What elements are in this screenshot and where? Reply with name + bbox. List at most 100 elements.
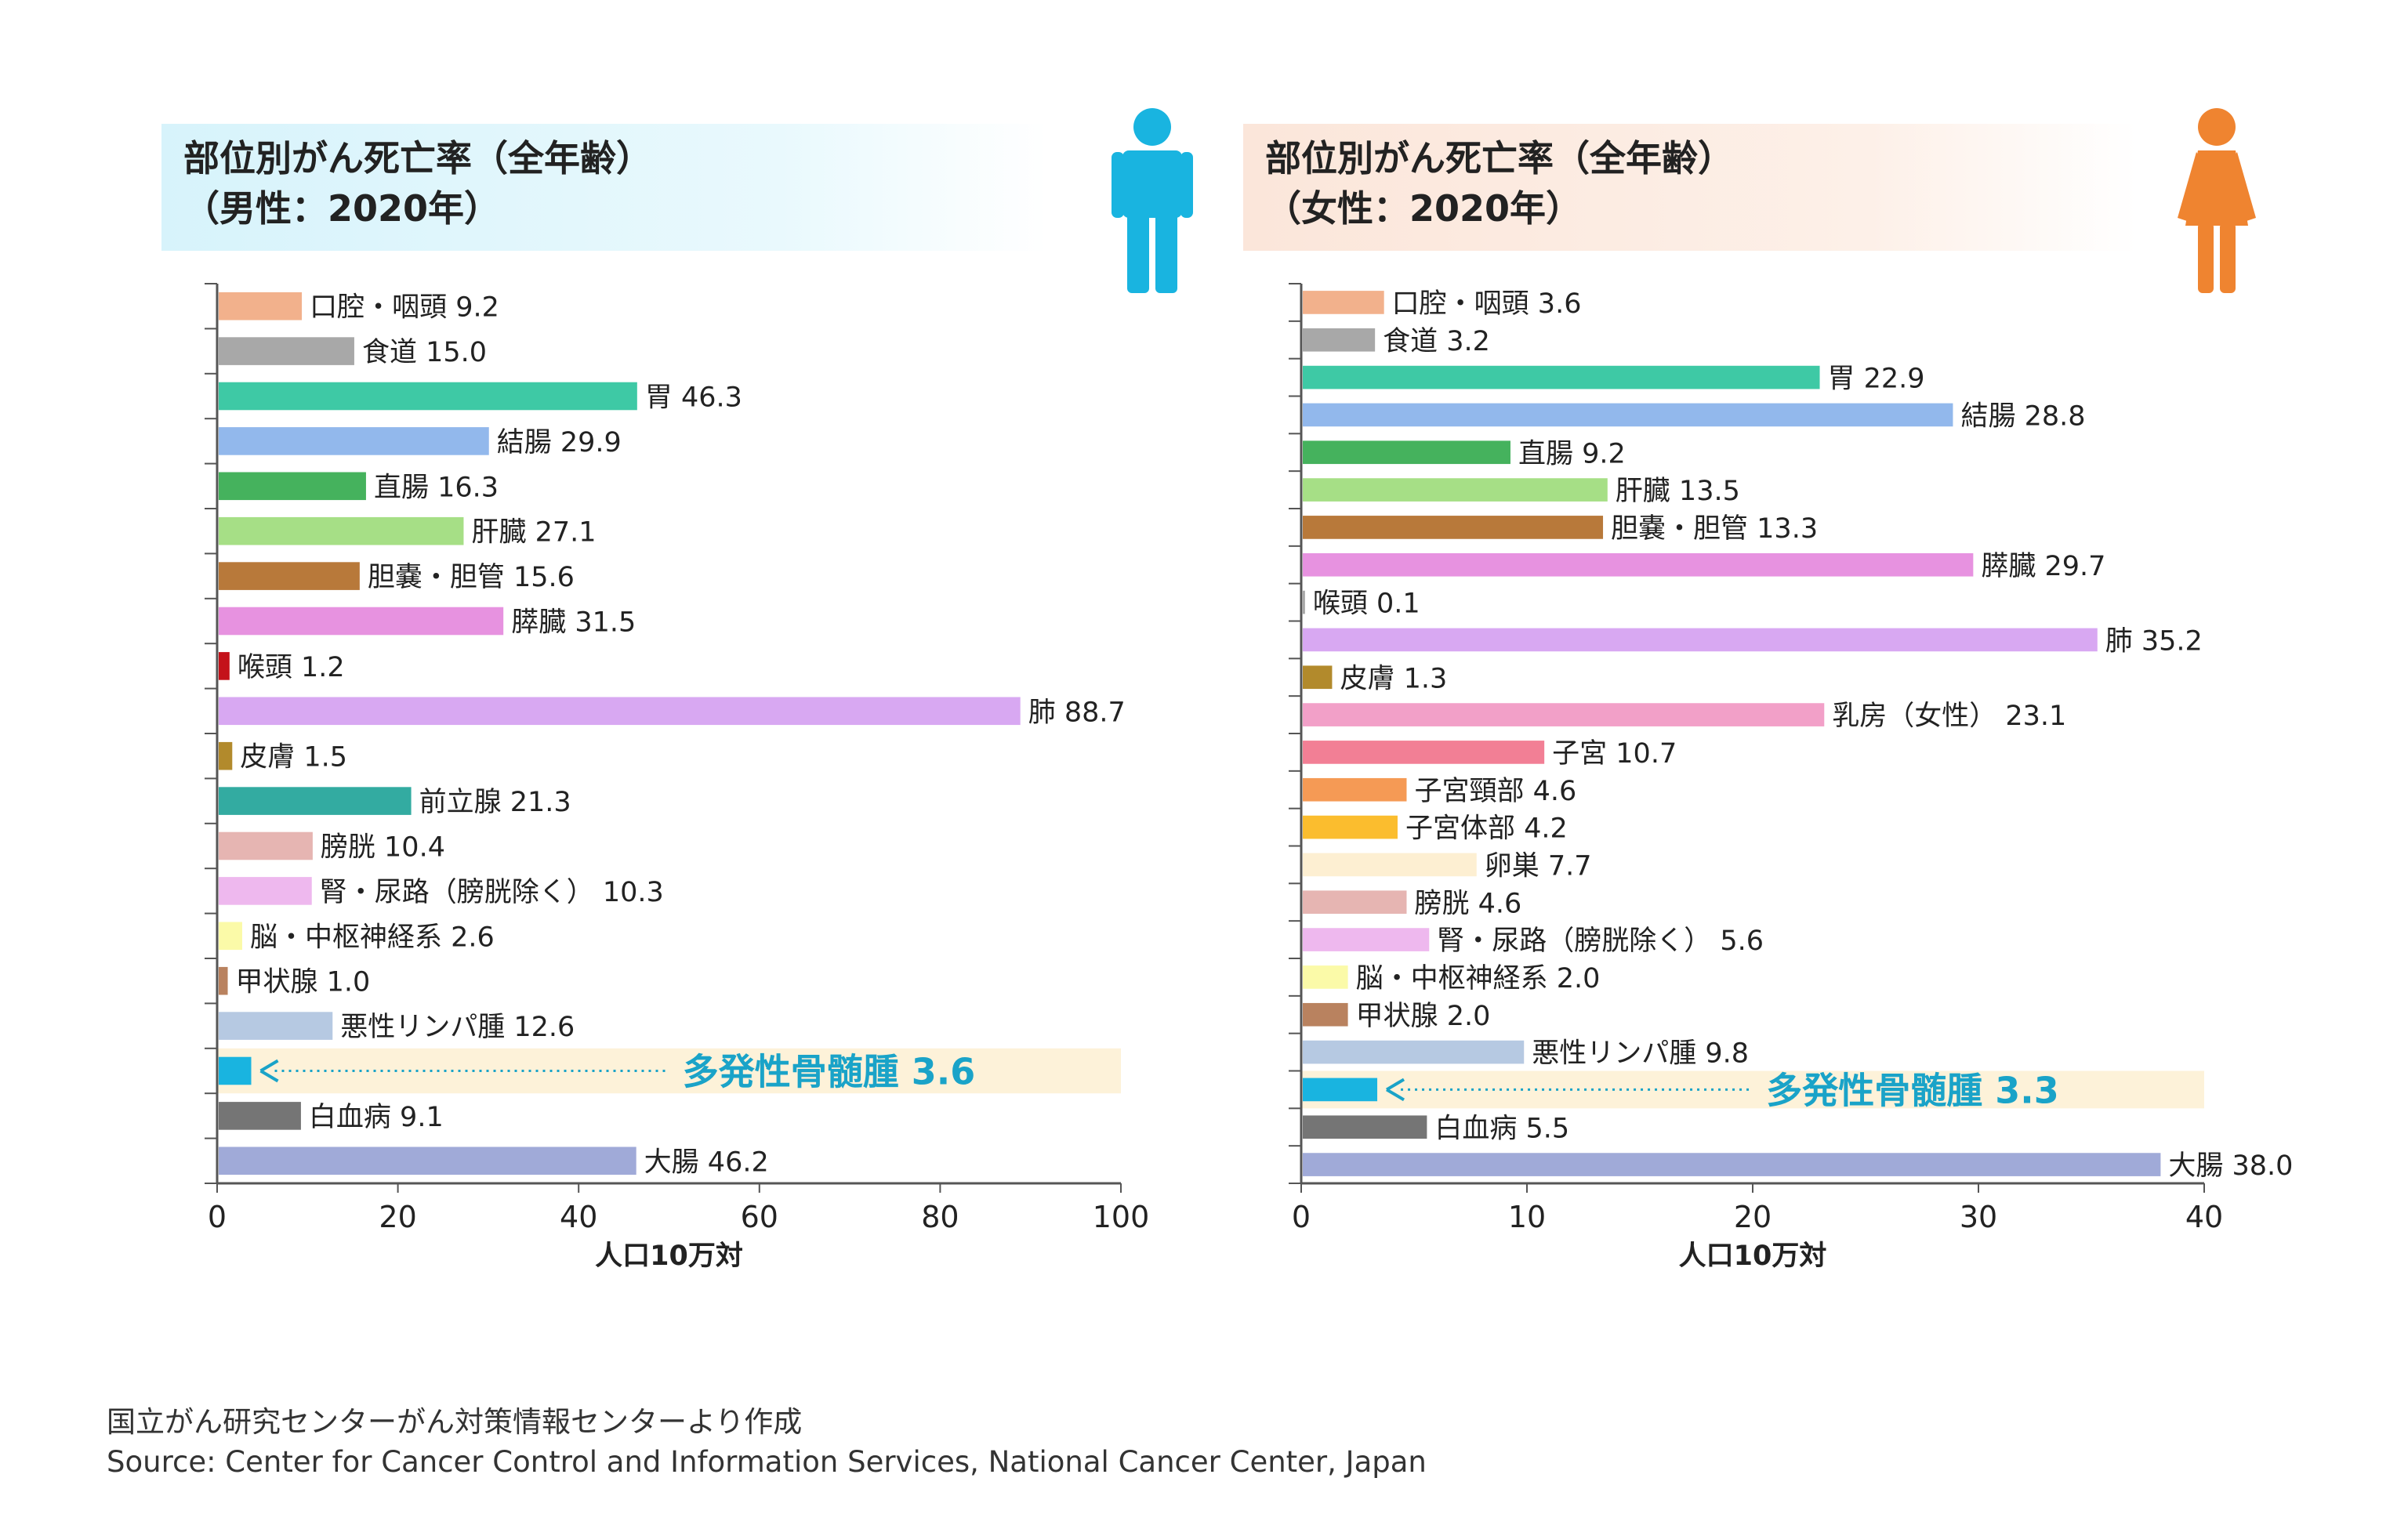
female-bar	[1303, 890, 1407, 915]
male-chart-subtitle: （男性：2020年）	[183, 187, 501, 230]
male-bar	[219, 787, 412, 815]
male-bar	[219, 427, 489, 455]
male-bar-label: 胆嚢・胆管 15.6	[368, 562, 575, 593]
female-bar-label: 乳房（女性） 23.1	[1832, 701, 2066, 732]
female-x-tick-label: 10	[1508, 1200, 1546, 1234]
male-x-tick-label: 60	[741, 1200, 778, 1234]
female-bar	[1303, 741, 1545, 764]
female-x-tick-label: 20	[1734, 1200, 1772, 1234]
male-bar-label: 皮膚 1.5	[240, 742, 347, 773]
male-bar-label: 腎・尿路（膀胱除く） 10.3	[320, 877, 664, 908]
source-english: Source: Center for Cancer Control and In…	[107, 1445, 1427, 1479]
male-bar	[219, 607, 504, 636]
female-bar	[1303, 1115, 1427, 1139]
male-bar	[219, 1102, 301, 1130]
male-bar	[219, 652, 230, 680]
female-bar	[1303, 928, 1430, 951]
male-bar	[219, 1146, 636, 1175]
female-bar-label: 食道 3.2	[1383, 326, 1490, 357]
female-bar-label: 結腸 28.8	[1960, 400, 2085, 432]
male-bar-label: 食道 15.0	[362, 337, 487, 368]
female-chart-title: 部位別がん死亡率（全年齢）	[1265, 137, 1734, 179]
female-bar	[1303, 1153, 2161, 1176]
female-bar-label: 膀胱 4.6	[1414, 888, 1521, 919]
female-highlight-arrowhead	[1386, 1078, 1405, 1102]
female-bar-label: 胃 22.9	[1828, 364, 1925, 395]
female-x-tick-label: 0	[1292, 1200, 1311, 1234]
male-bar	[219, 831, 313, 860]
male-bar	[219, 1056, 252, 1085]
male-bar-label: 白血病 9.1	[309, 1102, 444, 1133]
male-bar-label: 大腸 46.2	[644, 1146, 769, 1178]
female-bar	[1303, 815, 1398, 839]
female-bar	[1303, 440, 1510, 465]
female-bar-label: 甲状腺 2.0	[1356, 1001, 1491, 1032]
male-x-tick-label: 100	[1093, 1200, 1150, 1234]
male-bar-label: 肝臓 27.1	[471, 517, 596, 549]
male-bar-label: 肺 88.7	[1028, 697, 1126, 728]
female-bar	[1303, 403, 1953, 427]
female-x-tick-label: 30	[1960, 1200, 1997, 1234]
male-x-axis-label: 人口10万対	[595, 1241, 743, 1272]
female-bar	[1303, 590, 1305, 614]
male-bar	[219, 292, 303, 321]
female-bar	[1303, 1078, 1378, 1102]
female-bar-label: 胆嚢・胆管 13.3	[1611, 513, 1818, 545]
male-bar	[219, 472, 366, 501]
male-chart-title: 部位別がん死亡率（全年齢）	[183, 137, 652, 179]
female-bar-label: 直腸 9.2	[1518, 438, 1626, 469]
male-bar-label: 前立腺 21.3	[419, 787, 571, 818]
female-bar-label: 悪性リンパ腫 9.8	[1532, 1038, 1749, 1070]
female-bar-label: 子宮頸部 4.6	[1414, 776, 1576, 807]
male-bar-label: 直腸 16.3	[374, 472, 499, 503]
male-bar	[219, 337, 354, 365]
female-bar	[1303, 478, 1608, 502]
male-bar	[219, 922, 242, 951]
male-x-tick-label: 0	[208, 1200, 227, 1234]
female-bar-label: 肝臓 13.5	[1616, 476, 1740, 507]
female-bar-label: 肺 35.2	[2105, 625, 2203, 657]
male-bar	[219, 966, 228, 995]
female-bar	[1303, 1040, 1525, 1064]
male-person-icon	[1112, 108, 1193, 293]
male-bar-label: 甲状腺 1.0	[236, 967, 371, 998]
female-bar	[1303, 365, 1820, 389]
female-bar	[1303, 703, 1825, 726]
source-japanese: 国立がん研究センターがん対策情報センターより作成	[107, 1405, 803, 1439]
female-bar	[1303, 328, 1376, 352]
female-bar-label: 口腔・咽頭 3.6	[1392, 288, 1582, 320]
female-bar-label: 大腸 38.0	[2168, 1150, 2293, 1182]
male-bar	[219, 516, 464, 545]
female-bar	[1303, 1002, 1348, 1027]
female-bar	[1303, 965, 1348, 989]
male-bar-label: 結腸 29.9	[497, 427, 622, 458]
male-bar-label: 口腔・咽頭 9.2	[310, 292, 499, 324]
female-bar-label: 喉頭 0.1	[1313, 589, 1420, 620]
female-x-axis-label: 人口10万対	[1679, 1241, 1827, 1272]
female-bar	[1303, 628, 2098, 652]
female-bar	[1303, 291, 1384, 314]
male-bar	[219, 382, 637, 411]
female-chart-subtitle: （女性：2020年）	[1265, 187, 1583, 230]
female-bar	[1303, 665, 1333, 690]
female-bar-label: 卵巣 7.7	[1485, 850, 1592, 882]
female-bar-label: 子宮 10.7	[1552, 738, 1677, 770]
male-bar-label: 喉頭 1.2	[238, 652, 345, 683]
male-bar	[219, 877, 312, 905]
female-person-icon	[2178, 108, 2256, 293]
female-bar	[1303, 552, 1974, 577]
female-bar-label: 腎・尿路（膀胱除く） 5.6	[1437, 926, 1764, 957]
female-x-tick-label: 40	[2185, 1200, 2223, 1234]
female-bar-label: 脳・中枢神経系 2.0	[1356, 963, 1601, 994]
male-bar-label: 膀胱 10.4	[321, 832, 445, 864]
male-x-tick-label: 40	[560, 1200, 597, 1234]
male-bar-label: 胃 46.3	[645, 382, 742, 414]
male-chart-title-box: 部位別がん死亡率（全年齢） （男性：2020年）	[161, 124, 1047, 251]
male-x-tick-label: 20	[379, 1200, 416, 1234]
female-bar-label: 皮膚 1.3	[1340, 663, 1447, 694]
female-bar-label: 膵臓 29.7	[1981, 551, 2105, 582]
female-bar-label: 白血病 5.5	[1434, 1113, 1569, 1144]
male-bar	[219, 562, 360, 590]
male-bar-label: 悪性リンパ腫 12.6	[340, 1012, 575, 1043]
